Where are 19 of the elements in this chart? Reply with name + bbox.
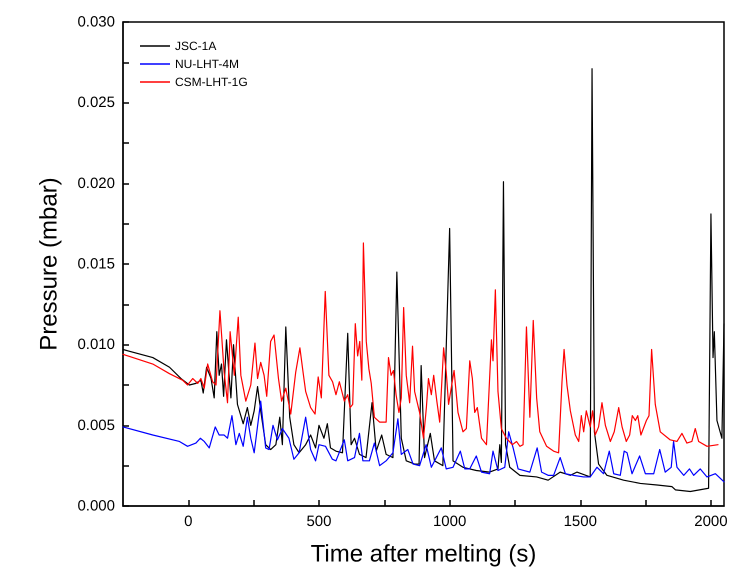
x-tick-label: 1000 [432,513,466,530]
legend-label: JSC-1A [175,39,216,53]
x-axis-title: Time after melting (s) [310,540,536,568]
line-series [122,242,719,454]
x-tick-label: 2000 [694,513,728,530]
y-tick-label: 0.030 [77,14,115,30]
legend-label: CSM-LHT-1G [175,75,248,89]
y-tick-label: 0.015 [77,256,115,272]
y-tick-label: 0.020 [77,174,115,192]
y-tick-label: 0.005 [77,416,115,434]
y-tick-label: 0.010 [77,336,115,354]
x-tick-label: 0 [184,513,192,530]
line-series [122,400,725,482]
y-tick-label: 0.025 [77,94,115,112]
legend-label: NU-LHT-4M [175,57,240,71]
x-tick-label: 1500 [564,513,597,530]
y-tick-label: 0.000 [77,498,115,514]
y-axis-title: Pressure (mbar) [36,177,62,351]
x-tick-label: 500 [306,513,332,530]
